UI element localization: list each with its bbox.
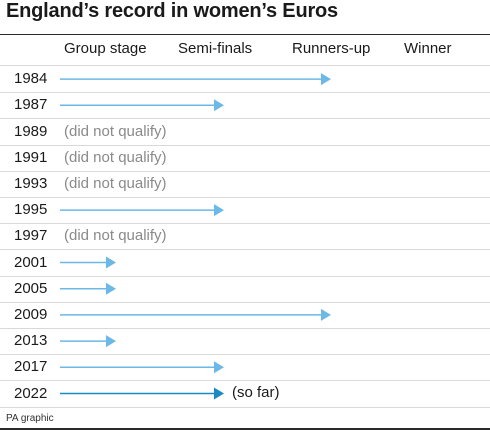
progress-arrow-1995 [60, 204, 224, 217]
row-divider [0, 144, 490, 146]
arrow-head [321, 308, 331, 321]
arrow-head [106, 282, 116, 295]
year-label: 1984 [14, 70, 48, 88]
row-divider [0, 301, 490, 303]
year-label: 2022 [14, 384, 48, 402]
year-label: 2009 [14, 305, 48, 323]
row-divider [0, 223, 490, 225]
progress-arrow-2022 [60, 387, 224, 400]
year-label: 1995 [14, 201, 48, 219]
year-label: 2013 [14, 332, 48, 350]
year-label: 1989 [14, 122, 48, 140]
so-far-note: (so far) [232, 383, 280, 401]
row-divider [0, 197, 490, 198]
arrow-head [214, 204, 224, 217]
year-label: 1991 [14, 148, 48, 166]
year-label: 1987 [14, 96, 48, 114]
progress-arrow-2013 [60, 335, 116, 348]
year-label: 1993 [14, 174, 48, 192]
arrow-head [106, 335, 116, 348]
row-divider [0, 275, 490, 277]
row-divider [0, 170, 490, 172]
bottom-rule [0, 428, 490, 430]
progress-arrow-1984 [60, 73, 331, 86]
progress-arrow-1987 [60, 99, 224, 112]
stage-label-winner: Winner [404, 40, 452, 57]
top-rule [0, 34, 490, 35]
row-divider [0, 65, 490, 66]
stage-label-runners-up: Runners-up [292, 40, 371, 57]
stage-label-semi-finals: Semi-finals [178, 40, 253, 57]
stage-label-group-stage: Group stage [64, 40, 147, 57]
progress-arrow-2017 [60, 361, 224, 374]
year-label: 2001 [14, 253, 48, 271]
did-not-qualify-note: (did not qualify) [64, 148, 167, 166]
chart-title: England’s record in women’s Euros [6, 0, 338, 22]
arrow-head [214, 99, 224, 112]
progress-arrow-2001 [60, 256, 116, 269]
progress-arrow-2009 [60, 308, 331, 321]
did-not-qualify-note: (did not qualify) [64, 174, 167, 192]
row-divider [0, 406, 490, 408]
year-label: 2005 [14, 279, 48, 297]
year-label: 1997 [14, 227, 48, 245]
arrow-head [214, 361, 224, 374]
row-divider [0, 92, 490, 94]
did-not-qualify-note: (did not qualify) [64, 227, 167, 245]
year-label: 2017 [14, 358, 48, 376]
arrow-head [106, 256, 116, 269]
source-credit: PA graphic [6, 413, 54, 424]
row-divider [0, 328, 490, 329]
row-divider [0, 249, 490, 251]
progress-arrow-2005 [60, 282, 116, 295]
row-divider [0, 354, 490, 356]
row-divider [0, 118, 490, 120]
arrow-head [321, 73, 331, 86]
arrow-head [214, 387, 224, 400]
did-not-qualify-note: (did not qualify) [64, 122, 167, 140]
row-divider [0, 380, 490, 382]
